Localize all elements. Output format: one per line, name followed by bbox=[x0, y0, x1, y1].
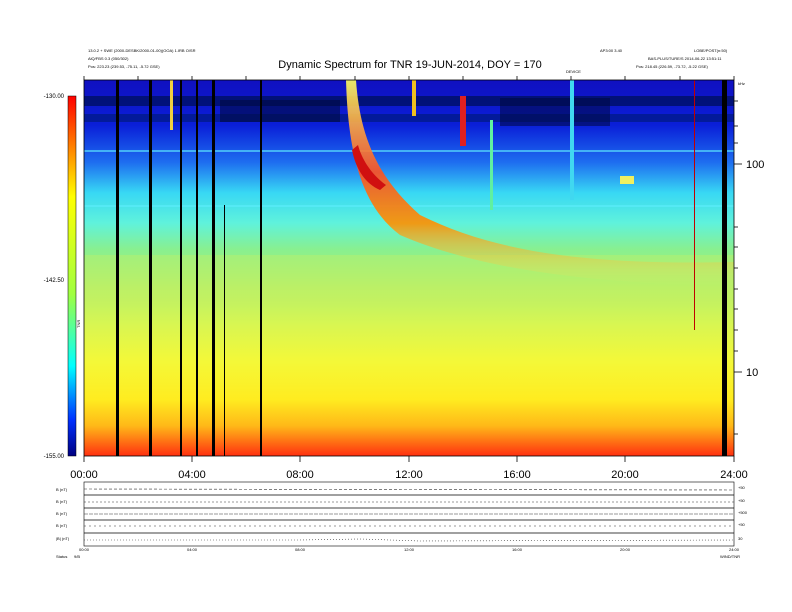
x-tick-labels: 00:00 04:00 08:00 12:00 16:00 20:00 24:0… bbox=[70, 469, 748, 481]
panel-right-label: +500 bbox=[738, 510, 748, 515]
dark-band bbox=[84, 96, 734, 106]
panel-right-label: +50 bbox=[738, 485, 746, 490]
cyan-line bbox=[84, 150, 734, 152]
panel-label: B (nT) bbox=[56, 523, 68, 528]
data-gap bbox=[116, 80, 119, 456]
hud-right-line-1: AP3:00 3.40 bbox=[600, 48, 623, 53]
hud-right-line-3: BAS-PLUS/TURE/S 2014-06-22 13:51:11 bbox=[648, 56, 722, 61]
hud-center-label: DEVICE bbox=[566, 69, 581, 74]
data-gap bbox=[224, 205, 225, 456]
data-gap bbox=[260, 80, 262, 456]
footer-status-label: Status bbox=[56, 554, 67, 559]
data-gap bbox=[149, 80, 152, 456]
data-gap bbox=[212, 80, 215, 456]
y-tick-label: 10 bbox=[746, 367, 758, 379]
small-burst bbox=[460, 96, 466, 146]
small-burst bbox=[170, 80, 173, 130]
panel-trace bbox=[83, 488, 735, 491]
colorbar-tick-label: -142.50 bbox=[44, 278, 65, 284]
panel-time-tick: 08:00 bbox=[295, 547, 306, 552]
dark-band bbox=[500, 98, 610, 126]
radio-burst-core bbox=[352, 145, 386, 190]
dark-band bbox=[220, 100, 340, 122]
dark-band bbox=[84, 114, 734, 122]
x-tick-label: 16:00 bbox=[503, 469, 531, 481]
data-gap bbox=[196, 80, 198, 456]
small-burst bbox=[412, 80, 416, 116]
panel-time-tick: 04:00 bbox=[187, 547, 198, 552]
x-tick-label: 00:00 bbox=[70, 469, 98, 481]
x-axis-ticks bbox=[83, 456, 735, 462]
top-ticks bbox=[83, 76, 735, 80]
panel-label: B (nT) bbox=[56, 511, 68, 516]
lower-panels: B (nT) B (nT) B (nT) B (nT) |B| (nT) +50… bbox=[56, 481, 748, 559]
colorbar-label: TNR bbox=[76, 320, 81, 328]
footer-status-value: 9/B bbox=[74, 554, 80, 559]
hud-left-line-1: 13.0.2 + SWE (2000-DESBK/2000-01-00)(OOA… bbox=[88, 48, 196, 53]
small-burst bbox=[620, 176, 634, 184]
panel-label: B (nT) bbox=[56, 499, 68, 504]
panel-right-label: 30 bbox=[738, 536, 743, 541]
y-axis-ticks bbox=[734, 100, 742, 435]
panel-time-tick: 20:00 bbox=[620, 547, 631, 552]
x-tick-label: 20:00 bbox=[611, 469, 639, 481]
radio-burst bbox=[346, 80, 734, 285]
colorbar bbox=[67, 95, 77, 457]
data-gap bbox=[722, 80, 727, 456]
footer-instrument-label: WIND/TNR bbox=[720, 554, 740, 559]
panel-time-tick: 00:00 bbox=[79, 547, 90, 552]
corner-unit-label: kHz bbox=[738, 81, 745, 86]
hud-right-line-4: Pos: 218.45 (226.59, -73.72, -5.22 GSE) bbox=[636, 64, 708, 69]
x-tick-label: 08:00 bbox=[286, 469, 314, 481]
small-burst bbox=[490, 120, 493, 210]
hud-right-line-2: LOBE/POST(n:50) bbox=[694, 48, 728, 53]
panel-label: |B| (nT) bbox=[56, 536, 70, 541]
data-gap bbox=[180, 80, 182, 456]
hud-left-line-3: Pos: 223.23 (239.53, -75.11, -5.72 GSE) bbox=[88, 64, 160, 69]
y-tick-label: 100 bbox=[746, 159, 764, 171]
panel-time-tick: 12:00 bbox=[404, 547, 415, 552]
panel-trace bbox=[84, 538, 735, 542]
panel-label: B (nT) bbox=[56, 487, 68, 492]
hud-left-line-2: AlQ/FBS 0.3 (050/302) bbox=[88, 56, 129, 61]
colorbar-tick-label: -155.00 bbox=[44, 454, 65, 460]
red-marker-line bbox=[694, 80, 695, 330]
panel-time-tick: 16:00 bbox=[512, 547, 523, 552]
panel-right-label: +50 bbox=[738, 498, 746, 503]
colorbar-tick-label: -130.00 bbox=[44, 94, 65, 100]
chart-title: Dynamic Spectrum for TNR 19-JUN-2014, DO… bbox=[278, 59, 541, 71]
panel-time-tick: 24:00 bbox=[729, 547, 740, 552]
x-tick-label: 24:00 bbox=[720, 469, 748, 481]
panel-right-label: +50 bbox=[738, 522, 746, 527]
x-tick-label: 12:00 bbox=[395, 469, 423, 481]
x-tick-label: 04:00 bbox=[178, 469, 206, 481]
spectrogram bbox=[84, 80, 734, 456]
small-burst bbox=[570, 80, 574, 200]
